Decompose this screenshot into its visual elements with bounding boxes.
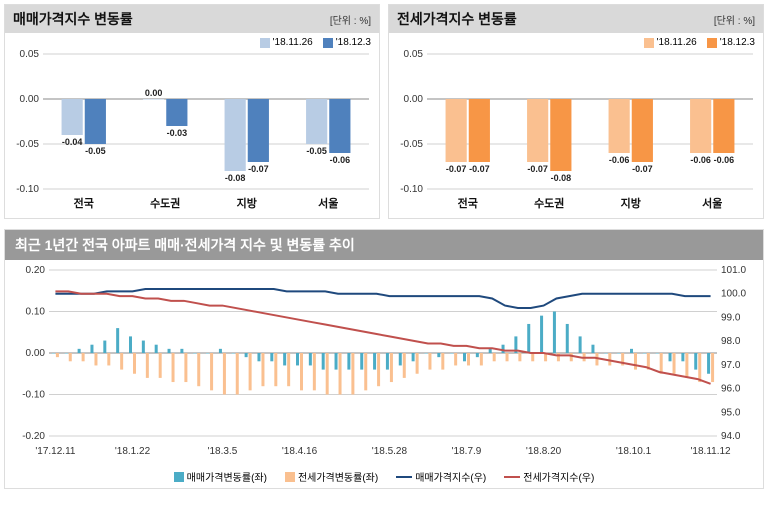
left-chart-header: 매매가격지수 변동률 [단위 : %] xyxy=(5,5,379,33)
bottom-chart-legend: 매매가격변동률(좌) 전세가격변동률(좌) 매매가격지수(우) 전세가격지수(우… xyxy=(5,465,763,488)
svg-text:0.00: 0.00 xyxy=(20,94,40,105)
right-legend-1: '18.12.3 xyxy=(707,37,755,48)
right-chart-unit: [단위 : %] xyxy=(714,12,755,27)
svg-text:-0.03: -0.03 xyxy=(167,128,188,138)
right-chart-area: -0.10-0.050.000.05-0.07-0.07전국-0.07-0.08… xyxy=(389,48,763,218)
svg-text:99.0: 99.0 xyxy=(721,312,741,323)
left-chart-legend: '18.11.26 '18.12.3 xyxy=(5,33,379,48)
bottom-legend-0: 매매가격변동률(좌) xyxy=(174,469,267,484)
svg-text:'18.11.12: '18.11.12 xyxy=(691,446,732,457)
svg-text:서울: 서울 xyxy=(702,196,722,210)
left-swatch-1 xyxy=(323,38,333,48)
top-row: 매매가격지수 변동률 [단위 : %] '18.11.26 '18.12.3 -… xyxy=(4,4,764,219)
bottom-legend-label-0: 매매가격변동률(좌) xyxy=(187,469,267,484)
svg-text:-0.06: -0.06 xyxy=(690,155,711,165)
right-chart-svg: -0.10-0.050.000.05-0.07-0.07전국-0.07-0.08… xyxy=(389,48,761,213)
svg-text:'18.10.1: '18.10.1 xyxy=(616,446,652,457)
svg-text:-0.04: -0.04 xyxy=(62,137,83,147)
bottom-legend-label-1: 전세가격변동률(좌) xyxy=(298,469,378,484)
svg-text:-0.07: -0.07 xyxy=(527,164,548,174)
svg-text:-0.07: -0.07 xyxy=(248,164,269,174)
svg-text:'18.5.28: '18.5.28 xyxy=(372,446,408,457)
svg-text:-0.05: -0.05 xyxy=(306,146,327,156)
bottom-legend-1: 전세가격변동률(좌) xyxy=(285,469,378,484)
bottom-legend-label-2: 매매가격지수(우) xyxy=(415,469,486,484)
svg-text:94.0: 94.0 xyxy=(721,431,741,442)
bottom-legend-label-3: 전세가격지수(우) xyxy=(523,469,594,484)
svg-text:지방: 지방 xyxy=(237,196,257,210)
svg-text:-0.08: -0.08 xyxy=(225,173,246,183)
right-swatch-0 xyxy=(644,38,654,48)
left-legend-label-1: '18.12.3 xyxy=(336,37,371,48)
svg-text:전국: 전국 xyxy=(74,196,94,210)
svg-text:-0.05: -0.05 xyxy=(85,146,106,156)
bottom-chart-svg: -0.20 -0.10 0.00 0.10 0.20 94.0 95.0 96.0 97.0 98… xyxy=(5,260,761,460)
svg-text:-0.08: -0.08 xyxy=(551,173,572,183)
bottom-chart-area: -0.20 -0.10 0.00 0.10 0.20 94.0 95.0 96.0 97.0 98… xyxy=(5,260,763,465)
svg-text:101.0: 101.0 xyxy=(721,265,746,276)
svg-text:100.0: 100.0 xyxy=(721,289,746,300)
svg-text:98.0: 98.0 xyxy=(721,336,741,347)
dashboard: 매매가격지수 변동률 [단위 : %] '18.11.26 '18.12.3 -… xyxy=(0,0,768,493)
bottom-swatch-1 xyxy=(285,472,295,482)
svg-text:'18.1.22: '18.1.22 xyxy=(115,446,151,457)
right-legend-label-0: '18.11.26 xyxy=(657,37,697,48)
left-swatch-0 xyxy=(260,38,270,48)
svg-text:지방: 지방 xyxy=(621,196,641,210)
svg-text:전국: 전국 xyxy=(458,196,478,210)
svg-text:0.10: 0.10 xyxy=(26,307,46,318)
right-chart-panel: 전세가격지수 변동률 [단위 : %] '18.11.26 '18.12.3 -… xyxy=(388,4,764,219)
left-chart-area: -0.10-0.050.000.05-0.04-0.05전국0.00-0.03수… xyxy=(5,48,379,218)
bottom-legend-3: 전세가격지수(우) xyxy=(504,469,594,484)
svg-text:'18.7.9: '18.7.9 xyxy=(452,446,482,457)
svg-text:수도권: 수도권 xyxy=(150,197,180,210)
svg-text:-0.20: -0.20 xyxy=(22,431,45,442)
svg-text:-0.07: -0.07 xyxy=(469,164,490,174)
left-legend-1: '18.12.3 xyxy=(323,37,371,48)
svg-text:0.05: 0.05 xyxy=(404,49,424,60)
svg-text:0.20: 0.20 xyxy=(26,265,46,276)
svg-text:'18.3.5: '18.3.5 xyxy=(208,446,238,457)
svg-text:-0.05: -0.05 xyxy=(16,139,39,150)
svg-text:-0.05: -0.05 xyxy=(400,139,423,150)
right-chart-header: 전세가격지수 변동률 [단위 : %] xyxy=(389,5,763,33)
bottom-chart-title: 최근 1년간 전국 아파트 매매·전세가격 지수 및 변동률 추이 xyxy=(5,230,763,260)
svg-text:0.00: 0.00 xyxy=(26,348,46,359)
svg-text:-0.10: -0.10 xyxy=(22,390,45,401)
svg-text:-0.10: -0.10 xyxy=(16,184,39,195)
right-legend-0: '18.11.26 xyxy=(644,37,697,48)
left-chart-panel: 매매가격지수 변동률 [단위 : %] '18.11.26 '18.12.3 -… xyxy=(4,4,380,219)
bottom-legend-2: 매매가격지수(우) xyxy=(396,469,486,484)
svg-text:-0.07: -0.07 xyxy=(632,164,653,174)
svg-text:0.00: 0.00 xyxy=(404,94,424,105)
svg-text:0.05: 0.05 xyxy=(20,49,40,60)
right-chart-title: 전세가격지수 변동률 xyxy=(397,9,517,29)
left-legend-0: '18.11.26 xyxy=(260,37,313,48)
svg-text:95.0: 95.0 xyxy=(721,407,741,418)
svg-text:-0.06: -0.06 xyxy=(609,155,630,165)
svg-text:서울: 서울 xyxy=(318,196,338,210)
bottom-swatch-0 xyxy=(174,472,184,482)
svg-text:96.0: 96.0 xyxy=(721,384,741,395)
svg-text:'17.12.11: '17.12.11 xyxy=(35,446,76,457)
right-chart-legend: '18.11.26 '18.12.3 xyxy=(389,33,763,48)
svg-text:0.00: 0.00 xyxy=(145,88,163,98)
right-legend-label-1: '18.12.3 xyxy=(720,37,755,48)
left-chart-svg: -0.10-0.050.000.05-0.04-0.05전국0.00-0.03수… xyxy=(5,48,377,213)
left-chart-title: 매매가격지수 변동률 xyxy=(13,9,133,29)
svg-text:수도권: 수도권 xyxy=(534,197,564,210)
svg-text:-0.07: -0.07 xyxy=(446,164,467,174)
svg-text:-0.06: -0.06 xyxy=(330,155,351,165)
left-legend-label-0: '18.11.26 xyxy=(273,37,313,48)
svg-text:97.0: 97.0 xyxy=(721,360,741,371)
svg-text:'18.8.20: '18.8.20 xyxy=(526,446,562,457)
bottom-chart-panel: 최근 1년간 전국 아파트 매매·전세가격 지수 및 변동률 추이 -0.20-… xyxy=(4,229,764,489)
bottom-swatch-2 xyxy=(396,476,412,478)
right-swatch-1 xyxy=(707,38,717,48)
left-chart-unit: [단위 : %] xyxy=(330,12,371,27)
svg-text:-0.10: -0.10 xyxy=(400,184,423,195)
svg-text:'18.4.16: '18.4.16 xyxy=(282,446,318,457)
bottom-swatch-3 xyxy=(504,476,520,478)
svg-text:-0.06: -0.06 xyxy=(714,155,735,165)
